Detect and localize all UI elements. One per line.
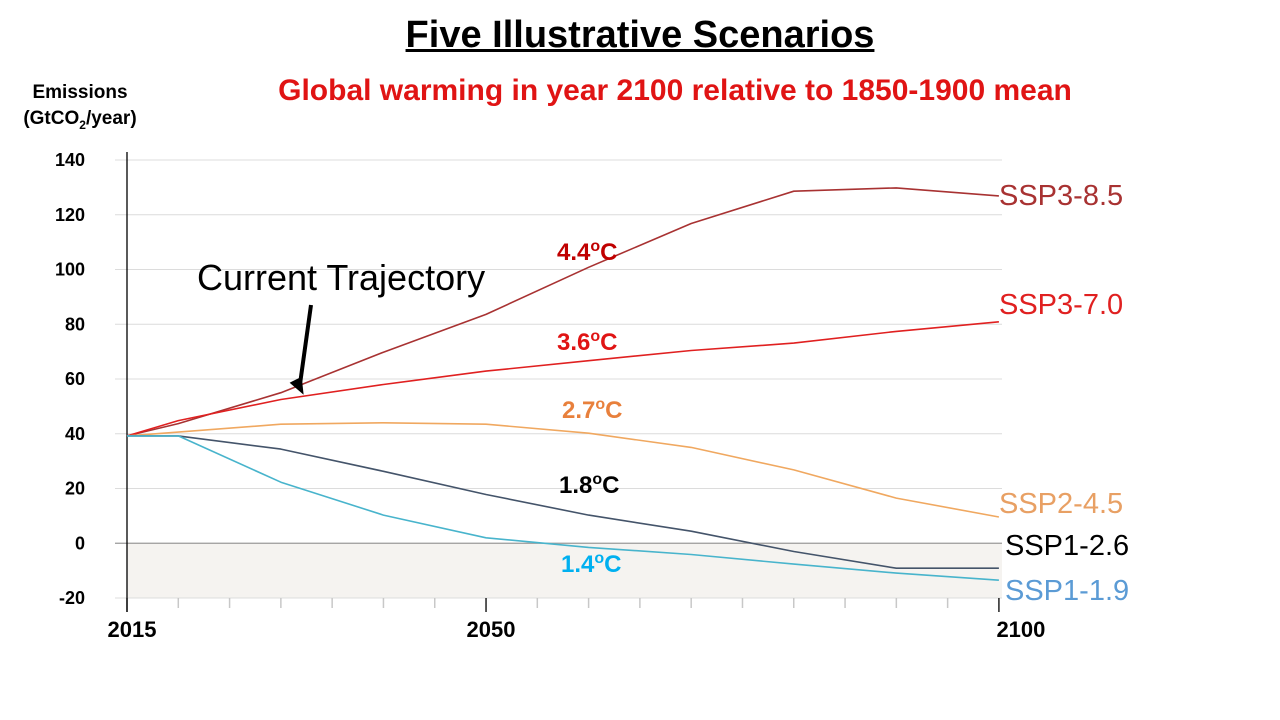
y-tick-label: -20 [59, 588, 85, 608]
series-line-ssp3-7-0 [126, 321, 999, 437]
temperature-unit: C [605, 397, 622, 424]
temperature-value: 1.8 [559, 472, 592, 499]
temperature-value: 4.4 [557, 239, 591, 266]
axes: 140 120 100 80 60 40 20 0 -20 2015 2050 2100 [55, 150, 1045, 642]
series-labels: SSP3-8.5 SSP3-7.0 SSP2-4.5 SSP1-2.6 SSP1-1.9… [557, 180, 1129, 607]
y-axis-unit-pre: (GtCO [23, 108, 80, 129]
current-trajectory-arrow-head [289, 376, 304, 395]
temperature-unit: C [604, 551, 621, 578]
series-name-label: SSP1-2.6 [1005, 530, 1129, 562]
temperature-unit: C [602, 472, 619, 499]
x-tick-label: 2015 [108, 617, 157, 642]
chart-subtitle: Global warming in year 2100 relative to … [278, 74, 1072, 107]
y-tick-label: 140 [55, 150, 85, 170]
temperature-label: 3.6oC [557, 328, 618, 356]
degree-mark: o [595, 396, 605, 413]
series-name-label: SSP3-8.5 [999, 180, 1123, 212]
y-tick-label: 20 [65, 479, 85, 499]
series-lines [126, 187, 1000, 581]
y-axis-label-line2: (GtCO2/year) [10, 106, 150, 138]
annotation: Current Trajectory [197, 257, 485, 395]
temperature-label: 1.8oC [559, 471, 620, 499]
temperature-label: 4.4oC [557, 238, 618, 266]
series-name-label: SSP1-1.9 [1005, 575, 1129, 607]
y-tick-label: 100 [55, 260, 85, 280]
y-tick-label: 40 [65, 424, 85, 444]
y-axis-unit-post: /year) [85, 108, 137, 129]
series-line-ssp3-8-5 [126, 187, 999, 437]
grid-lines [115, 159, 1002, 599]
temperature-label: 2.7oC [562, 396, 623, 424]
y-tick-label: 0 [75, 533, 85, 553]
y-axis-unit-sub: 2 [79, 117, 86, 132]
y-axis-label: Emissions (GtCO2/year) [10, 80, 150, 138]
chart-title: Five Illustrative Scenarios [405, 14, 875, 56]
temperature-label: 1.4oC [561, 550, 622, 578]
degree-mark: o [590, 238, 600, 255]
temperature-unit: C [600, 239, 617, 266]
degree-mark: o [594, 550, 604, 567]
y-tick-label: 80 [65, 314, 85, 334]
chart-background [127, 543, 1002, 598]
degree-mark: o [592, 471, 602, 488]
negative-region [127, 543, 1002, 598]
temperature-value: 3.6 [557, 329, 590, 356]
y-tick-label: 120 [55, 205, 85, 225]
x-tick-label: 2100 [996, 617, 1045, 642]
current-trajectory-arrow-shaft [297, 304, 313, 387]
y-axis-label-line1: Emissions [32, 82, 128, 103]
series-name-label: SSP2-4.5 [999, 488, 1123, 520]
series-name-label: SSP3-7.0 [999, 289, 1123, 321]
series-line-ssp2-4-5 [126, 421, 1000, 518]
x-tick-label: 2050 [467, 617, 516, 642]
temperature-value: 2.7 [562, 397, 595, 424]
temperature-unit: C [600, 329, 617, 356]
temperature-value: 1.4 [561, 551, 595, 578]
degree-mark: o [590, 328, 600, 345]
series-line-ssp1-1-9 [127, 435, 999, 581]
y-tick-label: 60 [65, 369, 85, 389]
current-trajectory-label: Current Trajectory [197, 257, 485, 298]
series-line-ssp1-2-6 [127, 435, 999, 570]
